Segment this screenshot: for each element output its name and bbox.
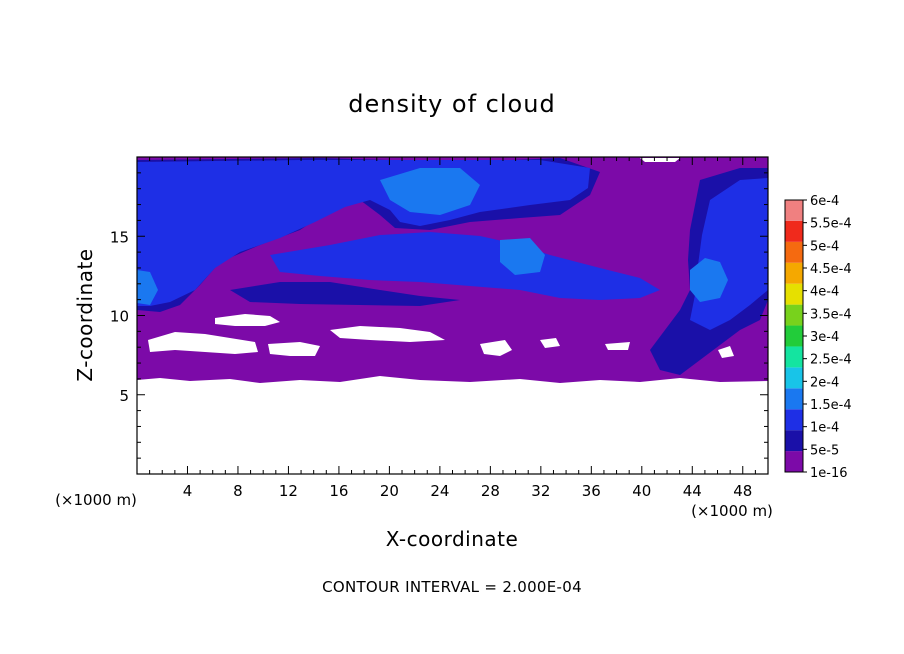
- colorbar-swatch: [785, 262, 803, 284]
- colorbar-label: 3e-4: [810, 330, 839, 345]
- cloud-right-core: [690, 258, 728, 302]
- x-axis-unit: (×1000 m): [691, 502, 773, 520]
- colorbar: 1e-16 5e-5 1e-4 1.5e-4 2e-4 2.5e-4 3e-4 3.5e-4 4…: [784, 194, 852, 481]
- cloud-band-mid: [270, 232, 660, 300]
- colorbar-label: 3.5e-4: [810, 307, 852, 322]
- x-tick-label: 16: [329, 482, 348, 500]
- colorbar-label: 5e-5: [810, 443, 839, 458]
- y-axis-ticks: 5 10 15: [110, 172, 768, 459]
- x-axis-label: X-coordinate: [386, 527, 519, 551]
- colorbar-swatch: [785, 325, 803, 347]
- colorbar-label: 4e-4: [810, 285, 839, 300]
- colorbar-swatch: [785, 346, 803, 368]
- cloud-band-main: [137, 160, 590, 306]
- colorbar-swatch: [785, 388, 803, 410]
- chart-title: density of cloud: [348, 90, 555, 118]
- x-tick-label: 32: [531, 482, 550, 500]
- field-empty-edge: [137, 376, 768, 388]
- x-tick-label: 44: [683, 482, 702, 500]
- contour-interval-note: CONTOUR INTERVAL = 2.000E-04: [322, 578, 582, 596]
- colorbar-swatch: [785, 283, 803, 305]
- cloud-band-dark: [230, 282, 460, 306]
- x-axis-ticks: 4 8 12 16 20 24 28 32 36 40 44 48: [149, 157, 756, 500]
- colorbar-label: 2.5e-4: [810, 353, 852, 368]
- colorbar-swatch: [785, 241, 803, 263]
- y-tick-label: 15: [110, 228, 129, 246]
- cloud-core-3: [500, 238, 545, 275]
- x-tick-label: 24: [430, 482, 449, 500]
- colorbar-swatch: [785, 430, 803, 452]
- colorbar-label: 4.5e-4: [810, 262, 852, 277]
- y-axis-unit: (×1000 m): [55, 491, 137, 509]
- x-tick-label: 8: [233, 482, 243, 500]
- x-tick-label: 20: [380, 482, 399, 500]
- colorbar-label: 6e-4: [810, 194, 839, 209]
- colorbar-swatch: [785, 220, 803, 242]
- colorbar-label: 5.5e-4: [810, 217, 852, 232]
- colorbar-swatch: [785, 409, 803, 431]
- y-axis-label: Z-coordinate: [73, 248, 97, 381]
- x-tick-label: 36: [582, 482, 601, 500]
- colorbar-label: 2e-4: [810, 375, 839, 390]
- field-gaps: [148, 158, 734, 358]
- y-tick-label: 10: [110, 308, 129, 326]
- y-tick-label: 5: [119, 387, 129, 405]
- colorbar-swatch: [785, 367, 803, 389]
- colorbar-swatch: [785, 451, 803, 472]
- x-tick-label: 12: [279, 482, 298, 500]
- cloud-core-1: [380, 168, 480, 215]
- x-tick-label: 48: [733, 482, 752, 500]
- x-tick-label: 40: [632, 482, 651, 500]
- colorbar-swatch: [785, 304, 803, 326]
- cloud-core-2: [137, 270, 158, 305]
- colorbar-label: 1.5e-4: [810, 398, 852, 413]
- colorbar-label: 1e-4: [810, 421, 839, 436]
- colorbar-swatch: [785, 200, 803, 221]
- x-tick-label: 28: [481, 482, 500, 500]
- colorbar-label: 1e-16: [810, 466, 848, 481]
- colorbar-label: 5e-4: [810, 239, 839, 254]
- x-tick-label: 4: [183, 482, 193, 500]
- field-empty: [137, 385, 768, 474]
